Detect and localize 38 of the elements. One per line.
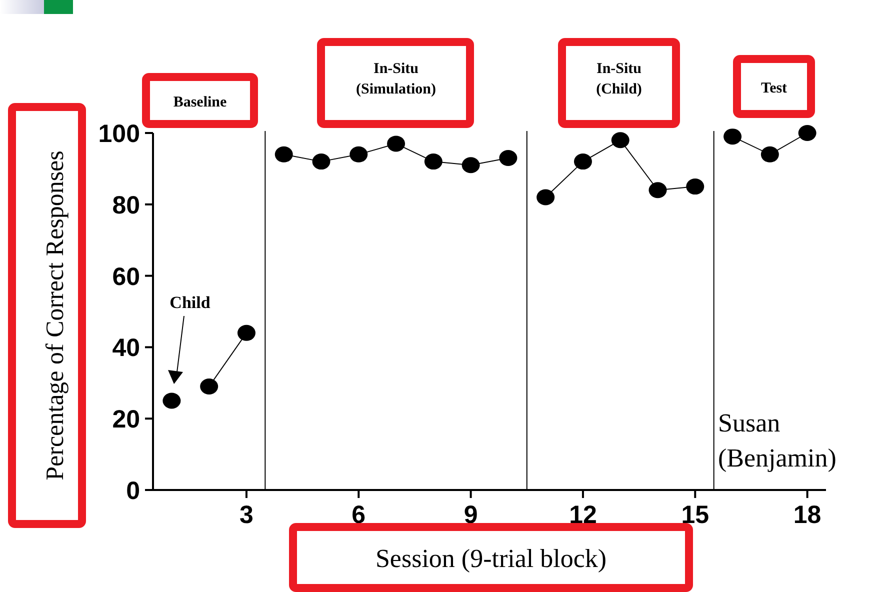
point bbox=[648, 182, 667, 198]
annotation: Susan (Benjamin) bbox=[718, 408, 836, 473]
point bbox=[499, 150, 518, 166]
x-tick-label: 18 bbox=[793, 501, 822, 529]
x-tick-label: 9 bbox=[464, 501, 478, 529]
point bbox=[312, 154, 330, 170]
y-tick-label: 80 bbox=[112, 191, 140, 220]
point bbox=[686, 178, 704, 195]
point bbox=[760, 146, 779, 162]
point bbox=[574, 154, 592, 170]
text: In-Situ (Simulation) bbox=[356, 61, 436, 98]
annotation: Child bbox=[170, 292, 211, 312]
text: Test bbox=[760, 80, 788, 96]
y-axis-title: Percentage of Correct Responses bbox=[42, 150, 69, 480]
point bbox=[462, 157, 480, 174]
y-tick-label: 20 bbox=[112, 406, 140, 434]
x-tick-label: 12 bbox=[569, 501, 597, 529]
y-tick-label: 100 bbox=[98, 120, 140, 148]
point bbox=[200, 378, 218, 394]
point bbox=[237, 324, 256, 341]
point bbox=[274, 146, 293, 162]
point bbox=[536, 189, 555, 206]
y-tick-label: 60 bbox=[112, 262, 140, 291]
point bbox=[387, 136, 406, 152]
x-tick-label: 15 bbox=[681, 501, 710, 529]
point bbox=[350, 146, 368, 162]
x-tick-label: 6 bbox=[352, 501, 366, 529]
x-tick-label: 3 bbox=[240, 501, 254, 529]
point bbox=[162, 392, 181, 409]
point bbox=[798, 125, 816, 141]
y-tick-label: 40 bbox=[112, 334, 140, 362]
point bbox=[424, 154, 442, 170]
x-axis-title: Session (9-trial block) bbox=[375, 544, 607, 573]
text: In-Situ (Child) bbox=[596, 61, 642, 98]
text: Baseline bbox=[173, 94, 228, 110]
point bbox=[724, 128, 742, 145]
point bbox=[611, 132, 630, 148]
y-tick-label: 0 bbox=[126, 477, 140, 505]
